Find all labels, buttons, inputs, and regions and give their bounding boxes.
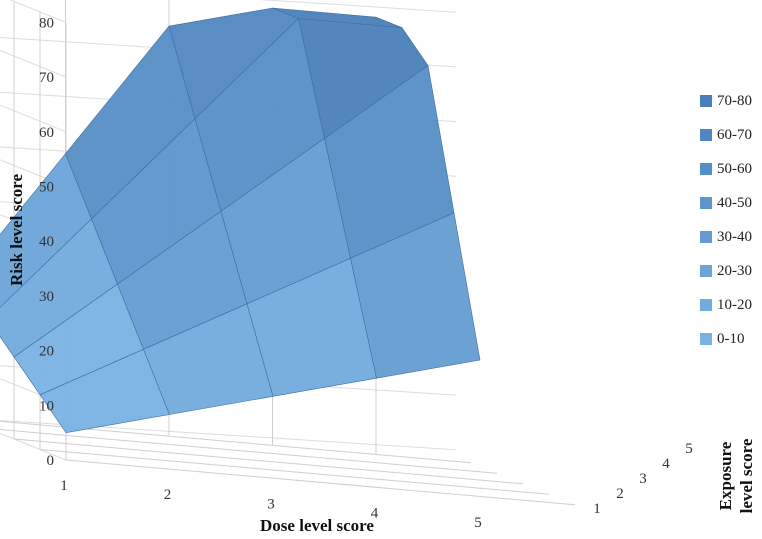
- z-tick-label: 3: [639, 471, 647, 487]
- legend-swatch: [700, 299, 712, 311]
- y-tick-label: 60: [39, 125, 54, 141]
- legend-swatch: [700, 163, 712, 175]
- legend-swatch: [700, 95, 712, 107]
- legend-item: 70-80: [700, 84, 752, 118]
- legend-label: 20-30: [717, 262, 752, 279]
- y-tick-label: 40: [39, 234, 54, 250]
- x-tick-label: 1: [60, 478, 68, 494]
- legend-item: 50-60: [700, 152, 752, 186]
- y-tick-label: 80: [39, 15, 54, 31]
- legend-item: 30-40: [700, 220, 752, 254]
- gridline: [258, 0, 457, 13]
- z-axis-title-line2: level score: [737, 438, 756, 513]
- floor-line: [0, 429, 498, 474]
- legend-swatch: [700, 333, 712, 345]
- surface: [0, 7, 481, 433]
- z-tick-label: 5: [685, 441, 693, 457]
- z-tick-label: 4: [662, 456, 670, 472]
- y-tick-label: 20: [39, 344, 54, 360]
- y-tick-label: 30: [39, 289, 54, 305]
- x-tick-label: 4: [371, 506, 379, 522]
- legend-swatch: [700, 231, 712, 243]
- y-axis-title: Risk level score: [7, 174, 26, 287]
- x-tick-label: 3: [267, 496, 275, 512]
- floor-line: [39, 449, 550, 495]
- floor-line: [13, 438, 524, 485]
- legend-item: 0-10: [700, 322, 752, 356]
- y-tick-label: 70: [39, 70, 54, 86]
- y-tick-label: 0: [47, 453, 55, 469]
- legend-label: 60-70: [717, 126, 752, 143]
- legend: 70-80 60-70 50-60 40-50 30-40 20-30 10-2…: [700, 84, 752, 356]
- legend-item: 40-50: [700, 186, 752, 220]
- x-tick-label: 2: [164, 487, 172, 503]
- legend-label: 10-20: [717, 296, 752, 313]
- legend-label: 40-50: [717, 194, 752, 211]
- legend-label: 0-10: [717, 330, 745, 347]
- x-axis-title: Dose level score: [260, 516, 374, 535]
- x-tick-label: 5: [474, 515, 482, 531]
- gridline: [9, 0, 67, 23]
- legend-item: 60-70: [700, 118, 752, 152]
- surface-facet: [350, 212, 481, 379]
- floor-line: [65, 459, 576, 506]
- gridline: [0, 419, 457, 451]
- legend-item: 20-30: [700, 254, 752, 288]
- z-tick-label: 1: [593, 501, 601, 517]
- floor-line: [0, 420, 472, 464]
- legend-label: 70-80: [717, 92, 752, 109]
- y-tick-label: 10: [39, 398, 54, 414]
- legend-swatch: [700, 197, 712, 209]
- legend-label: 50-60: [717, 160, 752, 177]
- legend-item: 10-20: [700, 288, 752, 322]
- legend-swatch: [700, 129, 712, 141]
- z-axis-title-line1: Exposure: [716, 441, 735, 510]
- legend-swatch: [700, 265, 712, 277]
- y-tick-label: 50: [39, 180, 54, 196]
- z-tick-label: 2: [616, 486, 624, 502]
- legend-label: 30-40: [717, 228, 752, 245]
